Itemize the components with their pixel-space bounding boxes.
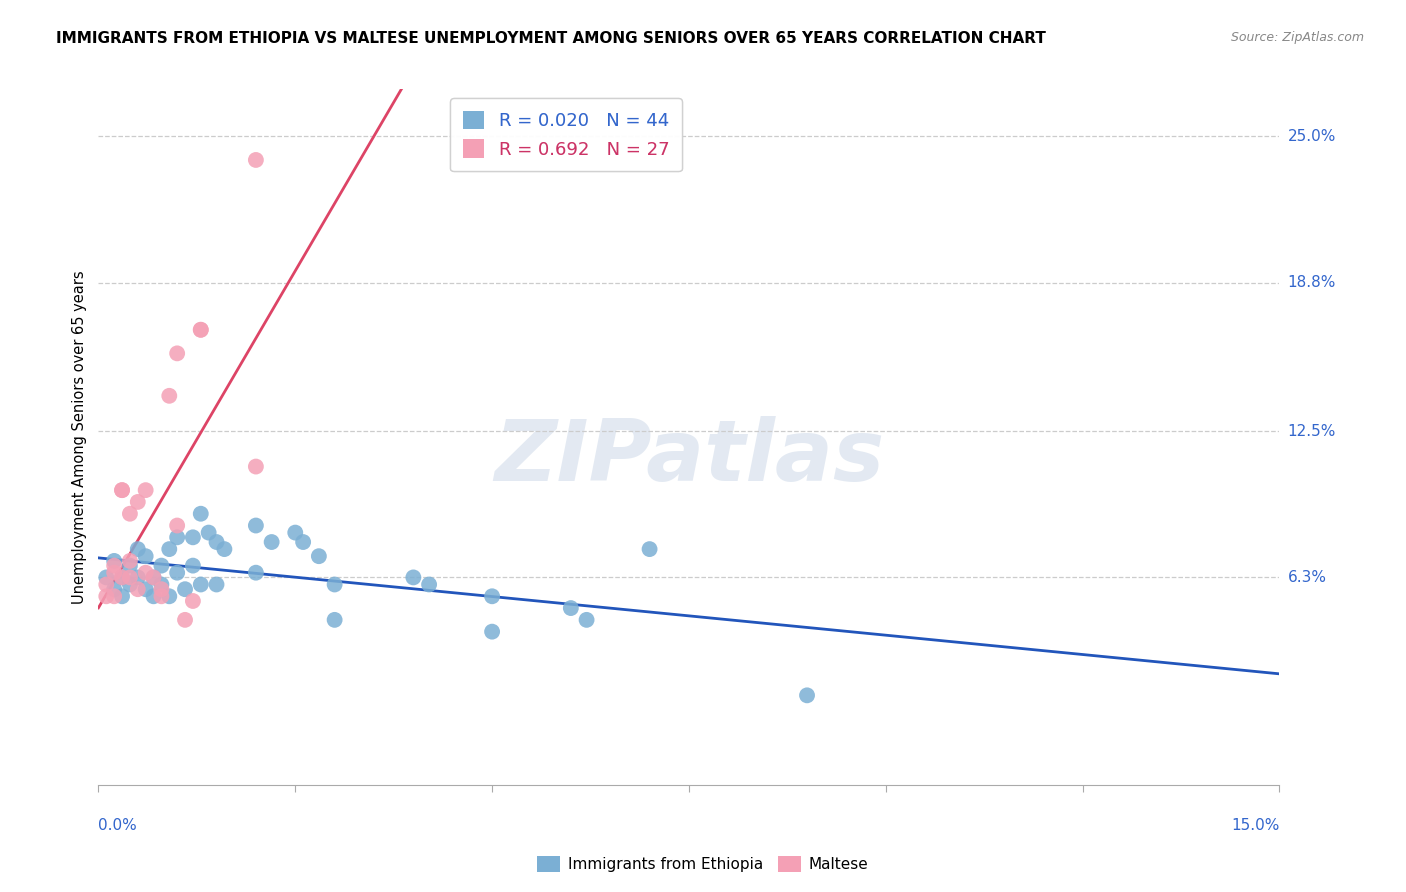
Point [150,589,173,603]
Point [127,495,149,509]
Point [638,542,661,557]
Point [157,589,180,603]
Point [103,582,125,597]
Point [205,535,228,549]
Point [135,483,157,497]
Point [118,577,141,591]
Point [166,566,188,580]
Point [197,525,219,540]
Text: 15.0%: 15.0% [1232,818,1279,832]
Point [111,483,134,497]
Point [127,542,149,557]
Point [135,566,157,580]
Point [481,589,503,603]
Point [284,525,307,540]
Text: ZIPatlas: ZIPatlas [494,417,884,500]
Point [796,689,818,703]
Point [142,589,165,603]
Point [181,530,204,544]
Point [190,577,212,591]
Point [190,323,212,337]
Legend: Immigrants from Ethiopia, Maltese: Immigrants from Ethiopia, Maltese [530,848,876,880]
Point [118,570,141,584]
Point [127,570,149,584]
Point [150,577,173,591]
Point [103,558,125,573]
Point [166,346,188,360]
Point [135,582,157,597]
Point [181,594,204,608]
Point [118,554,141,568]
Point [96,570,118,584]
Text: 6.3%: 6.3% [1288,570,1327,585]
Point [402,570,425,584]
Text: IMMIGRANTS FROM ETHIOPIA VS MALTESE UNEMPLOYMENT AMONG SENIORS OVER 65 YEARS COR: IMMIGRANTS FROM ETHIOPIA VS MALTESE UNEM… [56,31,1046,46]
Point [323,577,346,591]
Text: 0.0%: 0.0% [98,818,138,832]
Point [150,582,173,597]
Point [118,558,141,573]
Point [190,507,212,521]
Point [111,483,134,497]
Point [111,589,134,603]
Point [96,577,118,591]
Point [96,589,118,603]
Point [323,613,346,627]
Point [560,601,582,615]
Point [135,549,157,564]
Point [214,542,236,557]
Point [260,535,283,549]
Point [418,577,440,591]
Point [142,570,165,584]
Point [157,389,180,403]
Point [308,549,330,564]
Point [575,613,598,627]
Point [481,624,503,639]
Point [157,542,180,557]
Y-axis label: Unemployment Among Seniors over 65 years: Unemployment Among Seniors over 65 years [72,270,87,604]
Point [127,582,149,597]
Point [292,535,315,549]
Point [181,558,204,573]
Point [142,570,165,584]
Point [245,459,267,474]
Point [103,589,125,603]
Point [166,518,188,533]
Point [174,613,197,627]
Point [190,323,212,337]
Point [245,518,267,533]
Point [150,558,173,573]
Legend: R = 0.020   N = 44, R = 0.692   N = 27: R = 0.020 N = 44, R = 0.692 N = 27 [450,98,682,171]
Point [118,507,141,521]
Point [111,570,134,584]
Point [103,566,125,580]
Point [205,577,228,591]
Point [174,582,197,597]
Text: 12.5%: 12.5% [1288,424,1336,439]
Text: Source: ZipAtlas.com: Source: ZipAtlas.com [1230,31,1364,45]
Text: 25.0%: 25.0% [1288,128,1336,144]
Point [111,570,134,584]
Point [245,153,267,167]
Point [166,530,188,544]
Text: 18.8%: 18.8% [1288,275,1336,290]
Point [103,554,125,568]
Point [245,566,267,580]
